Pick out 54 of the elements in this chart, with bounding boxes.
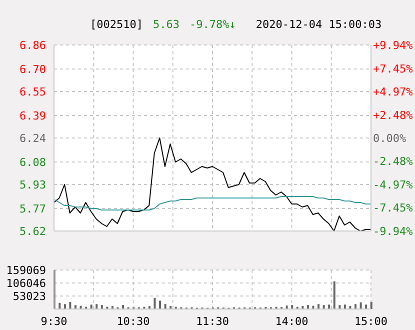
bar — [69, 302, 72, 309]
bar — [328, 304, 330, 309]
line-series — [54, 196, 372, 210]
y2-tick-label: -7.45% — [373, 202, 414, 215]
y-tick-label: 53023 — [12, 290, 46, 303]
y2-tick-label: -4.97% — [373, 178, 414, 192]
x-tick-label: 11:30 — [196, 314, 230, 328]
bar — [159, 300, 162, 309]
y-tick-label: 5.62 — [20, 225, 46, 238]
y-tick-label: 6.24 — [20, 132, 46, 145]
bar — [306, 305, 309, 309]
chart-title: [002510] — [90, 18, 143, 31]
y-tick-label: 5.93 — [20, 178, 46, 192]
bar — [370, 302, 372, 309]
x-tick-label: 15:00 — [354, 314, 388, 328]
y-tick-label: 159069 — [6, 264, 46, 277]
bar — [100, 305, 103, 309]
text: -9.78%↓ — [189, 18, 236, 31]
x-tick-label: 10:30 — [116, 314, 150, 328]
y-tick-label: 6.86 — [20, 39, 46, 52]
y2-tick-label: +4.97% — [373, 86, 414, 98]
y-tick-label: 5.77 — [20, 202, 46, 216]
bar — [154, 298, 156, 309]
bar — [322, 305, 325, 309]
y-tick-label: 6.70 — [20, 63, 46, 76]
y-tick-label: 6.39 — [20, 110, 46, 122]
x-tick-label: 9:30 — [40, 314, 68, 328]
y2-tick-label: +7.45% — [373, 62, 414, 76]
y2-tick-label: +2.48% — [373, 108, 414, 122]
y2-tick-label: 0.00% — [373, 132, 406, 145]
y-tick-label: 106046 — [6, 277, 46, 290]
bar — [90, 304, 92, 309]
bar — [365, 304, 368, 309]
bar — [360, 302, 362, 309]
y2-tick-label: -2.48% — [373, 155, 414, 168]
x-tick-label: 14:00 — [275, 314, 308, 328]
text: 2020-12-04 15:00:03 — [256, 18, 382, 31]
bar — [354, 304, 357, 309]
bar — [318, 304, 320, 309]
bar — [344, 304, 346, 309]
y-tick-label: 6.08 — [20, 156, 46, 169]
bar — [164, 304, 166, 309]
bar — [291, 305, 294, 309]
bar — [96, 304, 98, 309]
bar — [64, 304, 66, 309]
y2-tick-label: -9.94% — [373, 225, 414, 238]
text: 5.63 — [152, 18, 180, 31]
y2-tick-label: +9.94% — [373, 39, 414, 52]
bar — [333, 281, 336, 309]
bar — [58, 302, 61, 309]
y-tick-label: 6.55 — [20, 86, 46, 98]
bar — [122, 305, 124, 309]
bar — [74, 305, 76, 309]
bar — [338, 305, 341, 309]
